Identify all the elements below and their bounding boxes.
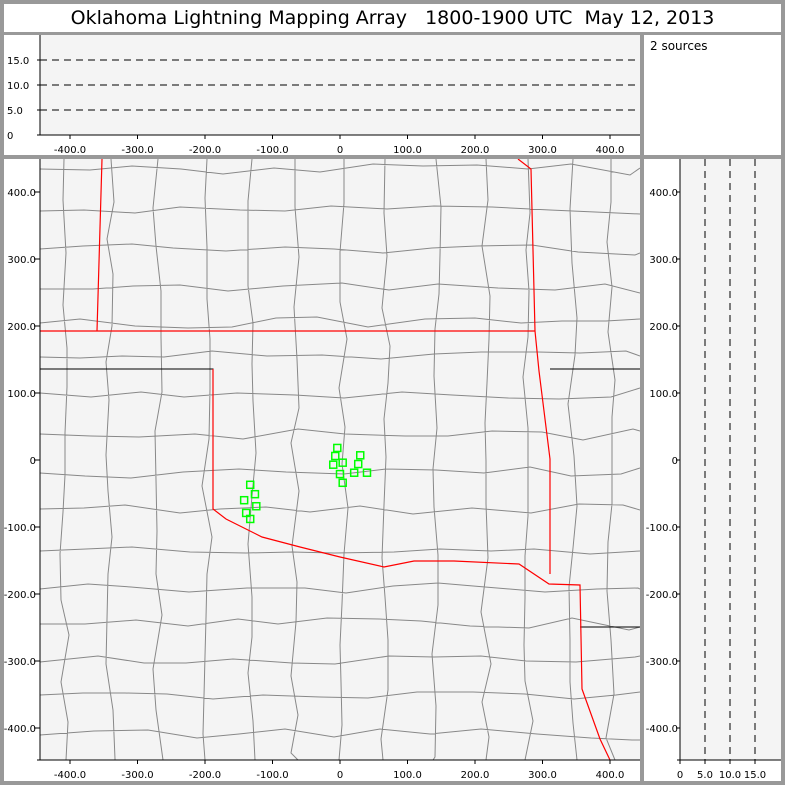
x-tick-label: -200.0 [189, 145, 221, 155]
x-tick-label: 5.0 [697, 770, 713, 781]
y-tick-label: 100.0 [7, 389, 36, 400]
y-tick-label: 0 [7, 131, 13, 142]
y-tick-label: 10.0 [7, 81, 29, 92]
y-tick-label: 400.0 [649, 188, 678, 199]
x-tick-label: 0 [337, 770, 343, 781]
y-tick-label: 0 [30, 456, 36, 467]
y-tick-label: 100.0 [649, 389, 678, 400]
state-border [40, 159, 611, 761]
lightning-source [333, 443, 342, 453]
x-tick-label: 100.0 [393, 145, 422, 155]
lightning-source [245, 480, 255, 490]
plan-view-map-panel: 400.0 300.0 200.0 100.0 0 -100.0 -200.0 -300.0 -… [4, 159, 640, 781]
lightning-source [329, 460, 338, 469]
y-tick-label: -200.0 [4, 590, 36, 601]
y-tick-label: 200.0 [7, 322, 36, 333]
x-tick-label: 300.0 [528, 770, 557, 781]
y-tick-label: -400.0 [646, 724, 678, 735]
x-tick-label: -200.0 [189, 770, 221, 781]
altitude-ew-panel: 0 5.0 10.0 15.0 -400.0 -300.0 -200.0 -100.0 0 100… [4, 35, 640, 155]
x-tick-label: -400.0 [54, 145, 86, 155]
y-tick-label: -300.0 [4, 657, 36, 668]
y-tick-label: -100.0 [4, 523, 36, 534]
y-tick-label: -300.0 [646, 657, 678, 668]
y-tick-label: 300.0 [649, 255, 678, 266]
x-tick-label: 100.0 [393, 770, 422, 781]
source-count: 2 sources [650, 39, 708, 53]
lightning-source [356, 451, 365, 460]
y-tick-label: -100.0 [646, 523, 678, 534]
x-tick-label: 0 [677, 770, 683, 781]
lightning-source [239, 495, 249, 505]
x-tick-label: -300.0 [121, 770, 153, 781]
lightning-source [331, 451, 340, 461]
y-tick-label: 0 [672, 456, 678, 467]
source-count-panel: 2 sources [644, 35, 781, 155]
y-tick-label: 5.0 [7, 106, 23, 117]
x-tick-label: -100.0 [256, 145, 288, 155]
y-tick-label: -200.0 [646, 590, 678, 601]
x-tick-label: -300.0 [121, 145, 153, 155]
x-tick-label: 10.0 [719, 770, 741, 781]
plot-title: Oklahoma Lightning Mapping Array 1800-19… [4, 4, 781, 32]
lightning-source [338, 478, 347, 488]
lightning-source [353, 459, 363, 469]
x-tick-label: 200.0 [461, 145, 490, 155]
lightning-source [349, 468, 359, 477]
x-tick-label: 0 [337, 145, 343, 155]
x-tick-label: 15.0 [744, 770, 766, 781]
lightning-source [338, 458, 347, 467]
lightning-source [245, 514, 255, 524]
lightning-source [335, 469, 345, 479]
altitude-ns-panel: 400.0 300.0 200.0 100.0 0 -100.0 -200.0 -300.0 -… [644, 159, 781, 781]
x-tick-label: -400.0 [54, 770, 86, 781]
y-tick-label: 15.0 [7, 56, 29, 67]
x-tick-label: 400.0 [596, 770, 625, 781]
x-tick-label: 300.0 [528, 145, 557, 155]
y-tick-label: -400.0 [4, 724, 36, 735]
x-tick-label: -100.0 [256, 770, 288, 781]
lightning-source [362, 468, 372, 477]
county-lines [39, 159, 640, 761]
lightning-source [250, 489, 260, 499]
y-tick-label: 300.0 [7, 255, 36, 266]
x-tick-label: 200.0 [461, 770, 490, 781]
y-tick-label: 200.0 [649, 322, 678, 333]
x-tick-label: 400.0 [596, 145, 625, 155]
lightning-source [252, 501, 261, 511]
y-tick-label: 400.0 [7, 188, 36, 199]
